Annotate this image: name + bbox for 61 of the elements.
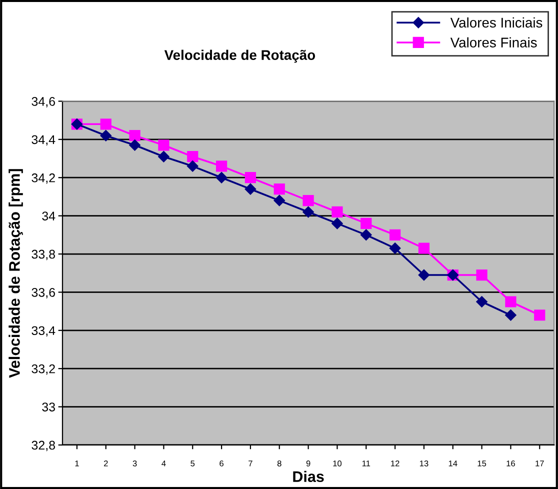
chart-title: Velocidade de Rotação xyxy=(164,50,316,63)
point xyxy=(418,269,430,281)
x-tick-label: 1 xyxy=(75,460,79,466)
x-axis-title: Dias xyxy=(293,470,324,482)
x-tick-label: 15 xyxy=(478,460,486,466)
x-tick-label: 5 xyxy=(190,460,195,466)
point xyxy=(100,130,112,142)
point xyxy=(360,218,372,230)
x-tick-label: 2 xyxy=(104,460,108,466)
point xyxy=(244,172,256,184)
x-tick-label: 12 xyxy=(391,460,400,466)
x-tick-label: 4 xyxy=(162,460,166,466)
x-tick-label: 11 xyxy=(362,460,370,466)
x-tick-label: 9 xyxy=(306,460,310,466)
point xyxy=(389,242,401,254)
y-tick-label: 33,8 xyxy=(32,250,56,260)
x-tick-label: 3 xyxy=(132,460,137,466)
point xyxy=(187,151,198,162)
y-tick-label: 33,4 xyxy=(32,326,56,337)
y-tick-label: 34,6 xyxy=(32,97,56,108)
point xyxy=(332,218,343,230)
point xyxy=(129,130,140,142)
x-tick-label: 13 xyxy=(420,460,428,466)
y-tick-label: 33 xyxy=(42,402,56,412)
y-axis-title: Velocidade de Rotação [rpm] xyxy=(8,169,23,378)
point xyxy=(274,194,285,206)
point xyxy=(534,310,546,321)
point xyxy=(332,206,343,218)
y-tick-label: 34,2 xyxy=(32,173,55,184)
x-tick-label: 14 xyxy=(448,460,458,466)
point xyxy=(216,172,228,184)
x-tick-label: 16 xyxy=(506,460,515,466)
y-tick-label: 32,8 xyxy=(32,440,56,452)
point xyxy=(302,194,314,206)
point xyxy=(360,229,372,241)
point xyxy=(505,296,516,308)
point xyxy=(389,229,401,240)
x-tick-label: 8 xyxy=(277,460,282,466)
x-tick-label: 7 xyxy=(248,460,252,466)
y-tick-label: 33,6 xyxy=(32,288,56,298)
point xyxy=(244,183,256,195)
point xyxy=(505,310,516,321)
point xyxy=(274,184,285,195)
y-tick-label: 34,4 xyxy=(32,135,56,146)
point xyxy=(302,206,314,218)
point xyxy=(158,151,170,162)
y-tick-label: 34 xyxy=(42,212,56,220)
point xyxy=(418,242,430,254)
point xyxy=(476,269,488,281)
point xyxy=(216,160,228,172)
point xyxy=(129,140,140,151)
point xyxy=(476,296,488,308)
x-tick-label: 10 xyxy=(333,460,342,466)
point xyxy=(187,160,198,172)
legend-label: Valores Finais xyxy=(450,37,537,48)
legend-label: Valores Iniciais xyxy=(450,17,542,28)
point xyxy=(100,118,112,130)
point xyxy=(158,140,170,151)
x-tick-label: 17 xyxy=(536,460,544,466)
y-tick-label: 33,2 xyxy=(32,364,55,375)
x-tick-label: 6 xyxy=(220,460,224,466)
